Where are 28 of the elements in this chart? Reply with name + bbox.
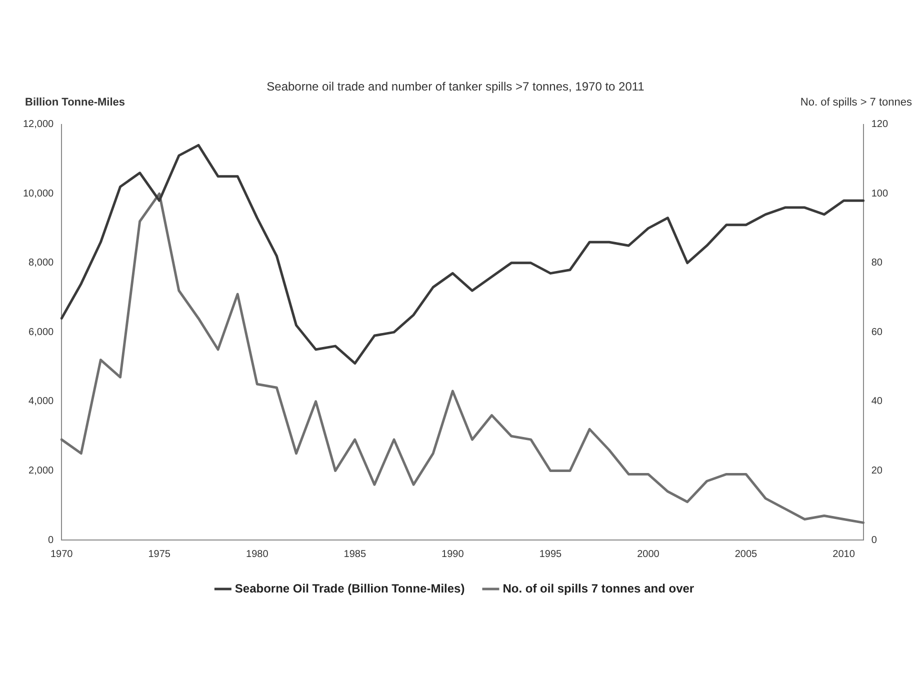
x-tick-label: 1975 (148, 548, 171, 560)
y2-tick-label: 0 (871, 534, 878, 546)
y-tick-label: 8,000 (28, 258, 54, 269)
y2-axis-title: No. of spills > 7 tonnes (800, 96, 912, 108)
x-tick-label: 2000 (637, 548, 660, 560)
y2-tick-label: 80 (871, 258, 883, 269)
y2-tick-label: 60 (871, 326, 883, 338)
y-tick-label: 10,000 (22, 188, 54, 200)
x-tick-label: 1995 (539, 548, 562, 560)
y2-tick-label: 120 (871, 119, 888, 130)
x-tick-label: 2010 (832, 548, 856, 560)
y-tick-label: 12,000 (22, 119, 54, 130)
y2-tick-label: 20 (871, 465, 883, 476)
y-tick-label: 4,000 (28, 396, 54, 408)
y-tick-label: 2,000 (28, 465, 54, 476)
legend-label: Seaborne Oil Trade (Billion Tonne-Miles) (234, 581, 465, 596)
y2-tick-label: 40 (871, 396, 883, 408)
y-axis-title: Billion Tonne-Miles (25, 96, 126, 108)
y-tick-label: 6,000 (28, 326, 54, 338)
x-tick-label: 1990 (442, 548, 464, 560)
y2-tick-label: 100 (871, 188, 888, 200)
x-tick-label: 2005 (734, 548, 758, 560)
legend-label: No. of oil spills 7 tonnes and over (502, 581, 694, 596)
x-tick-label: 1985 (344, 548, 366, 560)
x-tick-label: 1970 (50, 548, 74, 560)
x-tick-label: 1980 (246, 548, 269, 560)
chart-title: Seaborne oil trade and number of tanker spills >7 tonnes, 1970 to 2011 (266, 80, 645, 94)
y-tick-label: 0 (48, 534, 54, 546)
